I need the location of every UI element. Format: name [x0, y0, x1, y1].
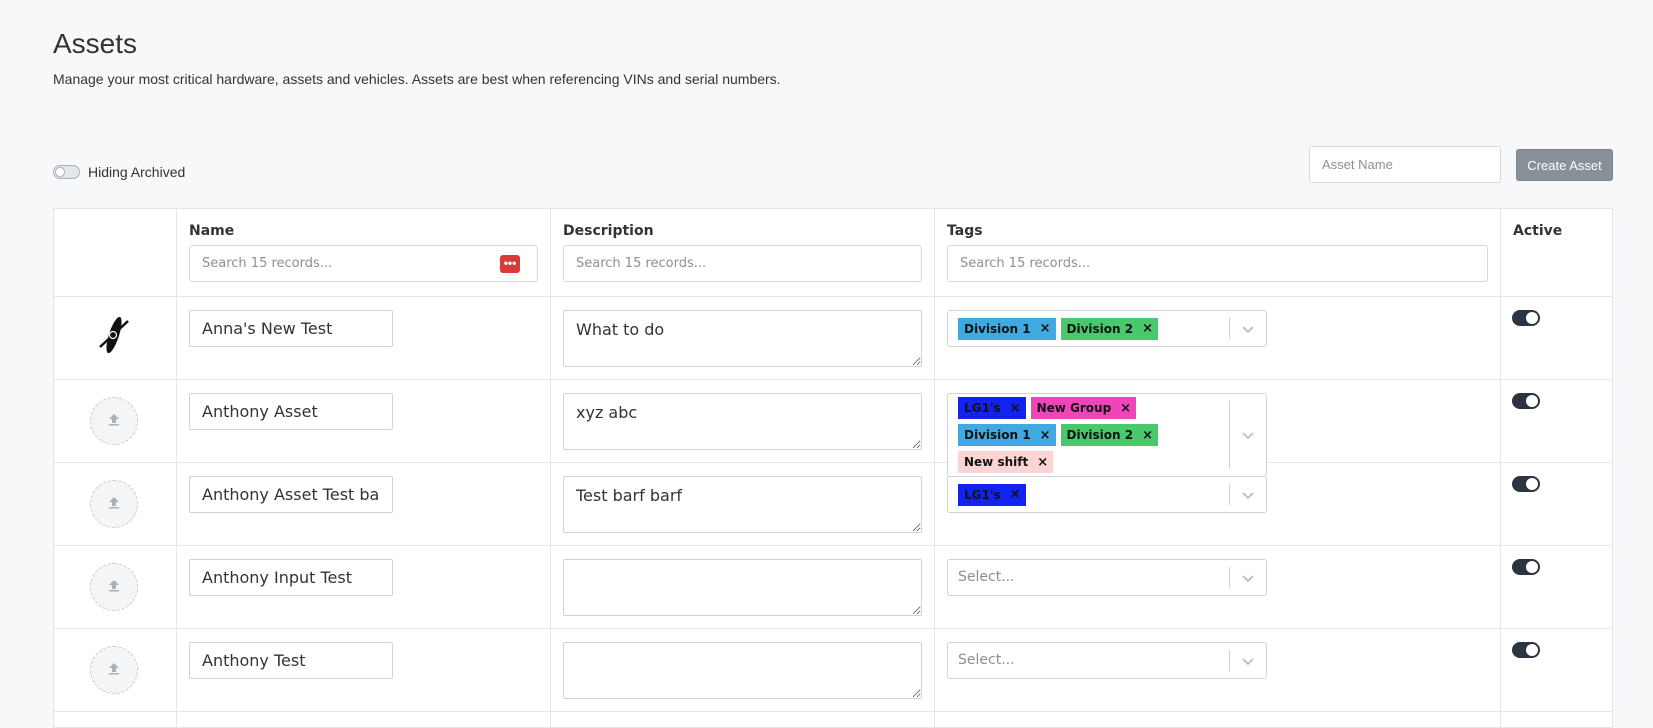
upload-icon	[107, 412, 121, 431]
tag-chip: Division 2 ×	[1060, 424, 1158, 446]
asset-description-field[interactable]	[563, 559, 922, 616]
table-row: LG1's ×	[54, 463, 1612, 546]
asset-description-field[interactable]	[563, 476, 922, 533]
name-search-input[interactable]	[189, 245, 538, 282]
remove-tag-icon[interactable]: ×	[1142, 321, 1153, 336]
active-toggle[interactable]	[1512, 310, 1540, 326]
remove-tag-icon[interactable]: ×	[1009, 400, 1021, 416]
create-asset-button[interactable]: Create Asset	[1516, 149, 1613, 181]
column-header-active[interactable]: Active	[1513, 223, 1563, 239]
chevron-down-icon[interactable]	[1240, 487, 1256, 503]
more-dots-icon[interactable]: •••	[500, 255, 520, 273]
upload-icon	[107, 661, 121, 680]
assets-table: Name Description Tags Active ••• Divisio…	[53, 208, 1613, 728]
remove-tag-icon[interactable]: ×	[1039, 427, 1051, 443]
tag-chip: Division 2 ×	[1060, 317, 1158, 340]
row-divider	[54, 711, 1612, 712]
archive-toggle-group: Hiding Archived	[53, 164, 185, 180]
row-divider	[54, 545, 1612, 546]
tag-chip: Division 1 ×	[958, 317, 1056, 340]
kayak-icon[interactable]	[90, 311, 138, 359]
row-divider	[54, 462, 1612, 463]
active-toggle[interactable]	[1512, 642, 1540, 658]
tags-select[interactable]: Division 1 × Division 2 ×	[947, 310, 1267, 347]
page-title: Assets	[53, 28, 138, 59]
chevron-down-icon[interactable]	[1240, 570, 1256, 586]
tag-chip: New shift ×	[958, 451, 1054, 473]
tag-label: LG1's	[964, 487, 1001, 502]
asset-name-input[interactable]	[1309, 146, 1501, 183]
tags-select[interactable]: LG1's ×	[947, 476, 1267, 513]
tag-label: New shift	[964, 455, 1029, 469]
upload-image-button[interactable]	[90, 646, 138, 694]
upload-image-button[interactable]	[90, 563, 138, 611]
column-header-tags[interactable]: Tags	[947, 223, 983, 239]
page-subtitle: Manage your most critical hardware, asse…	[53, 71, 781, 87]
hiding-archived-label: Hiding Archived	[88, 164, 186, 180]
asset-name-field[interactable]	[189, 559, 393, 596]
upload-icon	[107, 578, 121, 597]
remove-tag-icon[interactable]: ×	[1142, 427, 1153, 443]
tag-chip: LG1's ×	[958, 397, 1026, 419]
select-separator	[1229, 484, 1230, 505]
column-divider	[1500, 209, 1501, 727]
select-separator	[1229, 318, 1230, 339]
remove-tag-icon[interactable]: ×	[1037, 454, 1049, 470]
tag-label: Division 2	[1066, 321, 1134, 336]
select-separator	[1229, 567, 1230, 588]
row-divider	[54, 628, 1612, 629]
asset-description-field[interactable]	[563, 642, 922, 699]
column-divider	[934, 209, 935, 727]
tag-chip: Division 1 ×	[958, 424, 1056, 446]
hiding-archived-toggle[interactable]	[53, 165, 80, 179]
chevron-down-icon[interactable]	[1240, 427, 1256, 443]
remove-tag-icon[interactable]: ×	[1009, 487, 1021, 502]
tag-chip: New Group ×	[1030, 397, 1137, 419]
select-separator	[1229, 401, 1230, 469]
table-row: Select...	[54, 546, 1612, 629]
upload-icon	[107, 495, 121, 514]
tag-label: LG1's	[964, 401, 1001, 415]
remove-tag-icon[interactable]: ×	[1120, 400, 1132, 416]
tags-select[interactable]: Select...	[947, 559, 1267, 596]
tag-label: New Group	[1036, 401, 1112, 415]
asset-description-field[interactable]	[563, 310, 922, 367]
tags-placeholder: Select...	[958, 569, 1015, 585]
header-divider	[54, 296, 1612, 297]
active-toggle[interactable]	[1512, 393, 1540, 409]
tag-label: Division 1	[964, 321, 1031, 336]
column-header-description[interactable]: Description	[563, 223, 654, 239]
asset-name-field[interactable]	[189, 310, 393, 347]
select-separator	[1229, 650, 1230, 671]
active-toggle[interactable]	[1512, 476, 1540, 492]
remove-tag-icon[interactable]: ×	[1039, 321, 1051, 336]
asset-name-field[interactable]	[189, 393, 393, 430]
table-row: Select...	[54, 629, 1612, 712]
tags-select[interactable]: Select...	[947, 642, 1267, 679]
table-row: LG1's×New Group×Division 1×Division 2×Ne…	[54, 380, 1612, 477]
tags-placeholder: Select...	[958, 652, 1015, 668]
upload-image-button[interactable]	[90, 397, 138, 445]
tag-chip: LG1's ×	[958, 483, 1026, 506]
chevron-down-icon[interactable]	[1240, 321, 1256, 337]
tags-search-input[interactable]	[947, 245, 1488, 282]
upload-image-button[interactable]	[90, 480, 138, 528]
column-divider	[176, 209, 177, 727]
asset-name-field[interactable]	[189, 476, 393, 513]
column-divider	[550, 209, 551, 727]
table-row: Division 1 × Division 2 ×	[54, 297, 1612, 380]
tag-label: Division 2	[1066, 428, 1134, 442]
asset-description-field[interactable]	[563, 393, 922, 450]
description-search-input[interactable]	[563, 245, 922, 282]
row-divider	[54, 379, 1612, 380]
tag-label: Division 1	[964, 428, 1031, 442]
asset-name-field[interactable]	[189, 642, 393, 679]
chevron-down-icon[interactable]	[1240, 653, 1256, 669]
active-toggle[interactable]	[1512, 559, 1540, 575]
column-header-name[interactable]: Name	[189, 223, 235, 239]
